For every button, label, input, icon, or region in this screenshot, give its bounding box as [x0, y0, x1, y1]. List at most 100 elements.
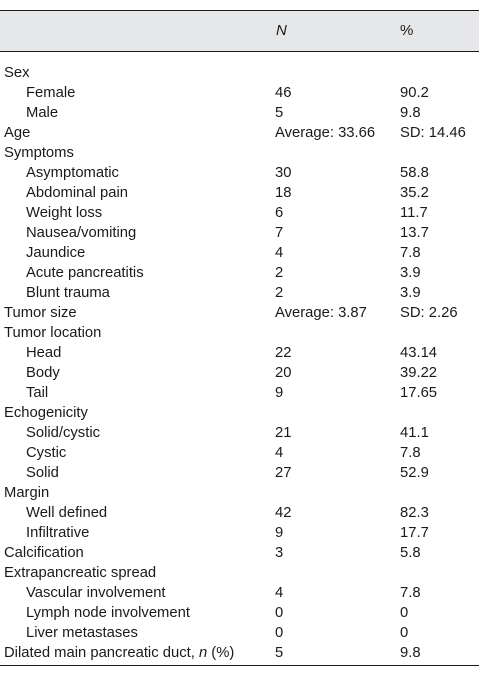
row-label: Well defined — [26, 503, 107, 523]
row-label: Symptoms — [4, 143, 74, 163]
row-percent-value: 52.9 — [400, 465, 429, 481]
row-n-value: 27 — [275, 465, 292, 481]
row-n-value: 18 — [275, 185, 292, 201]
row-label-text: Extrapancreatic spread — [4, 565, 157, 581]
row-n-value: 9 — [275, 525, 284, 541]
row-label-text: Asymptomatic — [26, 165, 119, 181]
row-label: Solid/cystic — [26, 423, 100, 443]
row-n-value: 20 — [275, 365, 292, 381]
row-percent-value: 41.1 — [400, 425, 429, 441]
row-percent-value: 82.3 — [400, 505, 429, 521]
row-label: Tumor size — [4, 303, 77, 323]
row-label-text: Symptoms — [4, 145, 74, 161]
row-n-value: 2 — [275, 265, 284, 281]
row-label: Infiltrative — [26, 523, 89, 543]
row-label: Nausea/vomiting — [26, 223, 136, 243]
table-row: Extrapancreatic spread — [0, 563, 479, 583]
row-label-text: Weight loss — [26, 205, 103, 221]
row-percent-value: 17.65 — [400, 385, 438, 401]
row-percent-value: 58.8 — [400, 165, 429, 181]
row-label: Female — [26, 83, 75, 103]
row-label-text: Male — [26, 105, 59, 121]
table-row: Calcification 3 5.8 — [0, 543, 479, 563]
row-percent-value: 3.9 — [400, 265, 421, 281]
row-label-text: Tumor location — [4, 325, 102, 341]
row-label-text: Body — [26, 365, 60, 381]
row-label-text: Calcification — [4, 545, 84, 561]
table-row-sub: Female 46 90.2 — [0, 83, 479, 103]
row-label-text: Infiltrative — [26, 525, 90, 541]
row-label: Male — [26, 103, 58, 123]
row-label-text: Margin — [4, 485, 50, 501]
table-bottom-rule — [0, 665, 479, 666]
row-label-text: Jaundice — [26, 245, 86, 261]
row-label: Dilated main pancreatic duct, n (%) — [4, 643, 234, 663]
row-label-text: Well defined — [26, 505, 108, 521]
row-label-text: Tumor size — [4, 305, 77, 321]
table-row: Tumor size Average: 3.87 SD: 2.26 — [0, 303, 479, 323]
table-row-sub: Cystic 4 7.8 — [0, 443, 479, 463]
table-row: Dilated main pancreatic duct, n (%) 5 9.8 — [0, 643, 479, 663]
table-row-sub: Asymptomatic 30 58.8 — [0, 163, 479, 183]
row-label-text: Liver metastases — [26, 625, 138, 641]
row-n-value: Average: 33.66 — [275, 125, 376, 141]
table-row-sub: Lymph node involvement 0 0 — [0, 603, 479, 623]
row-label-text: Dilated main pancreatic duct, — [4, 645, 199, 661]
table-row-sub: Infiltrative 9 17.7 — [0, 523, 479, 543]
row-percent-value: 3.9 — [400, 285, 421, 301]
table-row: Sex — [0, 63, 479, 83]
row-n-value: 21 — [275, 425, 292, 441]
table-row-sub: Abdominal pain 18 35.2 — [0, 183, 479, 203]
row-n-value: 5 — [275, 645, 284, 661]
row-label-text: Cystic — [26, 445, 67, 461]
row-percent-value: 35.2 — [400, 185, 429, 201]
row-label: Solid — [26, 463, 59, 483]
row-label-text: Nausea/vomiting — [26, 225, 137, 241]
row-label: Tail — [26, 383, 48, 403]
row-label: Age — [4, 123, 30, 143]
row-n-value: 2 — [275, 285, 284, 301]
row-label: Blunt trauma — [26, 283, 110, 303]
row-label: Jaundice — [26, 243, 85, 263]
row-percent-value: 5.8 — [400, 545, 421, 561]
row-label: Asymptomatic — [26, 163, 119, 183]
row-label: Body — [26, 363, 60, 383]
table-row: Echogenicity — [0, 403, 479, 423]
table-row-sub: Blunt trauma 2 3.9 — [0, 283, 479, 303]
row-label: Echogenicity — [4, 403, 88, 423]
row-label: Calcification — [4, 543, 84, 563]
row-percent-value: 0 — [400, 605, 409, 621]
row-label: Cystic — [26, 443, 66, 463]
row-n-value: 6 — [275, 205, 284, 221]
row-label: Tumor location — [4, 323, 101, 343]
row-percent-value: 9.8 — [400, 645, 421, 661]
row-label: Liver metastases — [26, 623, 138, 643]
row-n-value: 4 — [275, 445, 284, 461]
row-percent-value: SD: 14.46 — [400, 125, 466, 141]
row-percent-value: 0 — [400, 625, 409, 641]
table-row-sub: Male 5 9.8 — [0, 103, 479, 123]
table-row-sub: Jaundice 4 7.8 — [0, 243, 479, 263]
row-n-value: 4 — [275, 245, 284, 261]
header-percent: % — [400, 22, 414, 39]
row-n-value: 22 — [275, 345, 292, 361]
row-label-text: Solid/cystic — [26, 425, 101, 441]
row-label-text: Head — [26, 345, 62, 361]
table-row-sub: Acute pancreatitis 2 3.9 — [0, 263, 479, 283]
row-percent-value: 13.7 — [400, 225, 429, 241]
row-label-text: Lymph node involvement — [26, 605, 190, 621]
row-percent-value: 7.8 — [400, 445, 421, 461]
row-label: Margin — [4, 483, 49, 503]
row-label: Sex — [4, 63, 30, 83]
table-row-sub: Solid 27 52.9 — [0, 463, 479, 483]
row-label-text: Abdominal pain — [26, 185, 129, 201]
table-row-sub: Vascular involvement 4 7.8 — [0, 583, 479, 603]
row-label: Extrapancreatic spread — [4, 563, 156, 583]
table-row: Margin — [0, 483, 479, 503]
row-label-text: Female — [26, 85, 76, 101]
row-label-text: Tail — [26, 385, 49, 401]
table-header-rule — [0, 51, 479, 52]
row-percent-value: SD: 2.26 — [400, 305, 458, 321]
row-label-text: Vascular involvement — [26, 585, 166, 601]
row-label-text: Blunt trauma — [26, 285, 110, 301]
